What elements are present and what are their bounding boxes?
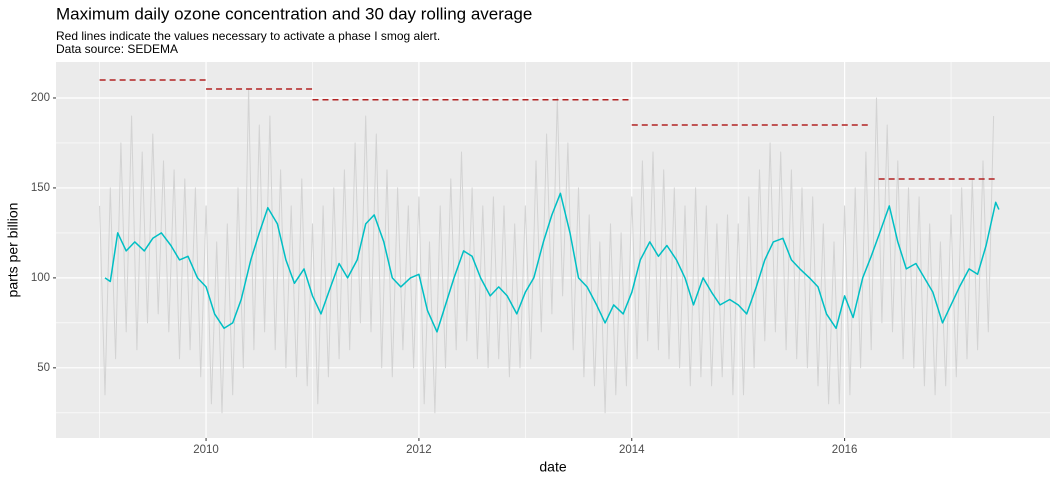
x-tick-label: 2016 (832, 444, 858, 456)
x-tick-label: 2014 (619, 444, 645, 456)
x-axis-label: date (539, 459, 566, 475)
chart-subtitle: Red lines indicate the values necessary … (56, 29, 440, 43)
chart-title: Maximum daily ozone concentration and 30… (56, 4, 532, 23)
chart-subtitle: Data source: SEDEMA (56, 42, 178, 56)
y-tick-label: 100 (31, 272, 50, 284)
y-axis-label: parts per billion (5, 203, 21, 298)
x-tick-label: 2012 (406, 444, 432, 456)
y-tick-label: 50 (37, 362, 50, 374)
line-series (104, 192, 1000, 333)
y-tick-label: 150 (31, 182, 50, 194)
x-tick-label: 2010 (193, 444, 219, 456)
y-tick-label: 200 (31, 92, 50, 104)
